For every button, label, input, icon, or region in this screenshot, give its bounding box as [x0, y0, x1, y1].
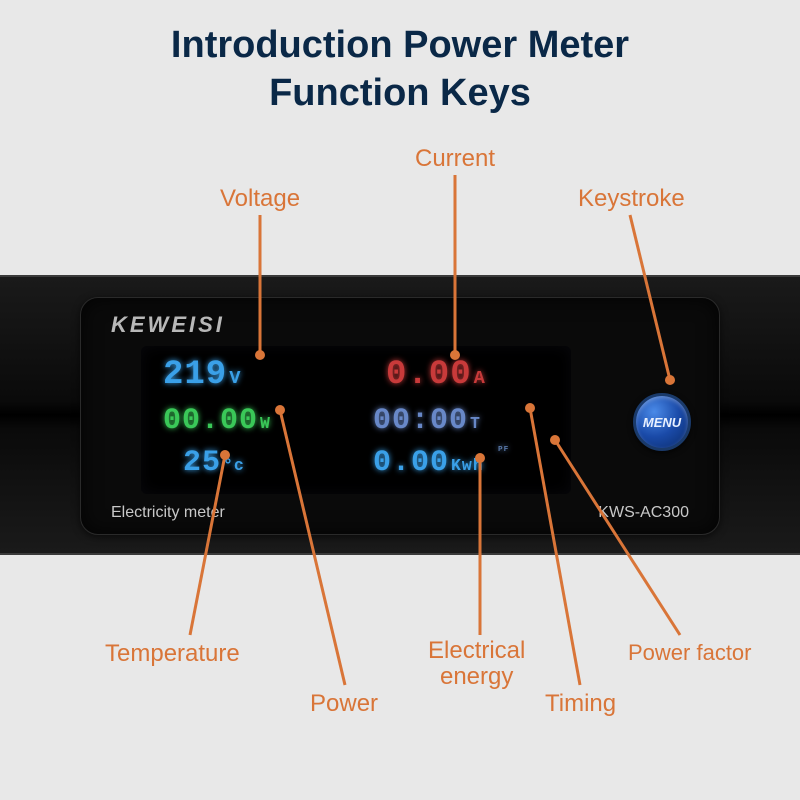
page-title: Introduction Power Meter Function Keys: [0, 22, 800, 117]
annotation-power: Power: [310, 690, 378, 718]
reading-current: 0.00A: [386, 356, 486, 394]
reading-temperature: 25°c: [183, 446, 245, 480]
annotation-temperature: Temperature: [105, 640, 240, 668]
annotation-electrical: Electricalenergy: [428, 638, 525, 691]
panel-sublabel: Electricity meter: [111, 504, 225, 522]
lcd-screen: 219V 0.00A 00.00W 00:00T 25°c PF 0.00Kwh: [141, 346, 571, 494]
annotation-powerfactor: Power factor: [628, 640, 752, 666]
reading-power: 00.00W: [163, 404, 271, 438]
reading-powerfactor: PF: [496, 440, 509, 456]
annotation-current: Current: [415, 145, 495, 173]
annotation-voltage: Voltage: [220, 185, 300, 213]
annotation-timing: Timing: [545, 690, 616, 718]
model-label: KWS-AC300: [598, 504, 689, 522]
reading-energy: 0.00Kwh: [373, 446, 484, 480]
title-line2: Function Keys: [269, 72, 531, 114]
menu-button[interactable]: MENU: [633, 393, 691, 451]
annotation-keystroke: Keystroke: [578, 185, 685, 213]
title-line1: Introduction Power Meter: [171, 24, 629, 66]
device-panel: KEWEISI Electricity meter KWS-AC300 219V…: [80, 297, 720, 535]
menu-button-label: MENU: [643, 415, 681, 430]
reading-timing: 00:00T: [373, 404, 481, 438]
device-body: KEWEISI Electricity meter KWS-AC300 219V…: [0, 275, 800, 555]
reading-voltage: 219V: [163, 356, 241, 394]
brand-label: KEWEISI: [111, 312, 225, 338]
